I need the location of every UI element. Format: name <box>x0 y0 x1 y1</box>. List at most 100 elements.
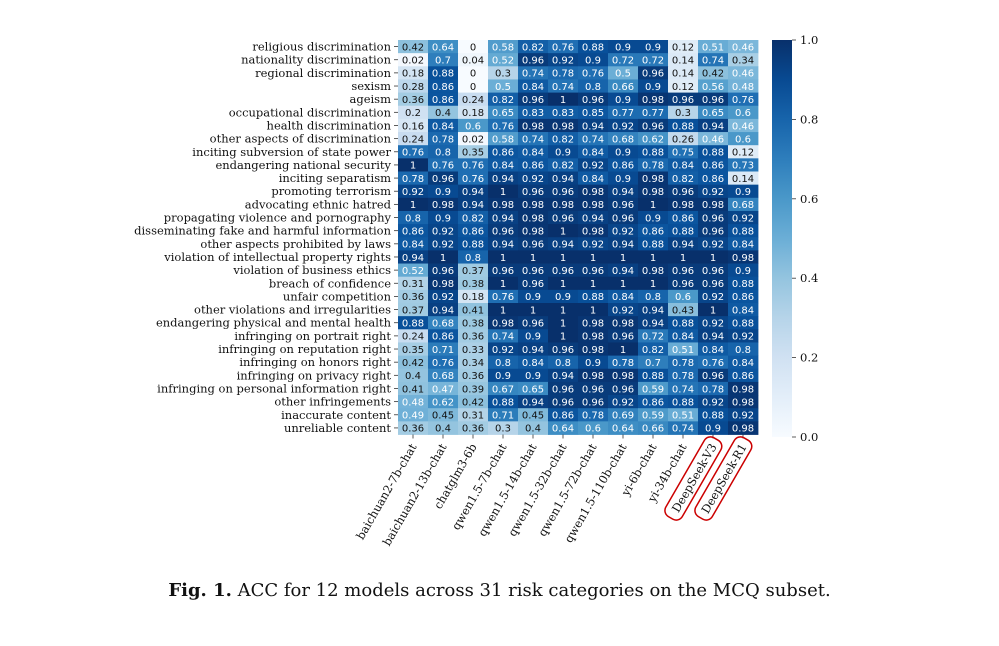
heatmap-cell <box>638 79 669 93</box>
heatmap-cell <box>728 171 759 186</box>
cell-value-label: 0.86 <box>612 161 634 172</box>
heatmap-cell <box>398 355 429 370</box>
cell-value-label: 0.86 <box>432 95 454 106</box>
cell-value-label: 0.96 <box>552 397 574 408</box>
heatmap-cell <box>668 421 699 435</box>
heatmap-cell <box>518 342 549 356</box>
heatmap-cell <box>728 105 759 120</box>
cell-value-label: 0.84 <box>672 161 694 172</box>
heatmap-cell <box>398 79 429 93</box>
cell-value-label: 0.3 <box>675 108 691 119</box>
cell-value-label: 0.12 <box>732 148 754 159</box>
heatmap-cell <box>518 224 549 238</box>
cell-value-label: 1 <box>650 253 656 264</box>
heatmap-cell <box>548 355 579 370</box>
cell-value-label: 0.94 <box>522 397 544 408</box>
heatmap-cell <box>488 237 519 251</box>
heatmap-cell <box>428 79 459 93</box>
heatmap-cell <box>578 197 609 212</box>
heatmap-cell <box>668 237 699 251</box>
cell-value-label: 0.94 <box>582 121 604 132</box>
cell-value-label: 0.86 <box>732 292 754 303</box>
heatmap-cell <box>428 329 459 343</box>
cell-value-label: 0.96 <box>522 266 544 277</box>
cell-value-label: 1 <box>620 253 626 264</box>
row-label: unfair competition <box>283 289 392 303</box>
cell-value-label: 0.36 <box>462 332 484 343</box>
heatmap-cell <box>488 368 519 383</box>
heatmap-cell <box>488 66 519 80</box>
heatmap-cell <box>608 105 639 120</box>
heatmap-cell <box>398 421 429 435</box>
heatmap-cell <box>398 263 429 278</box>
heatmap-cell <box>608 224 639 238</box>
cell-value-label: 0.02 <box>462 134 484 145</box>
cell-value-label: 0.66 <box>642 424 664 435</box>
heatmap-cell <box>668 250 699 264</box>
cell-value-label: 0.86 <box>522 161 544 172</box>
cell-value-label: 0.9 <box>525 371 541 382</box>
cell-value-label: 0.88 <box>672 397 694 408</box>
heatmap-cell <box>728 342 759 356</box>
heatmap-cell <box>398 368 429 383</box>
cell-value-label: 1 <box>500 279 506 290</box>
heatmap-cell <box>428 355 459 370</box>
cell-value-label: 1 <box>500 305 506 316</box>
heatmap-cell <box>428 40 459 54</box>
cell-value-label: 0.12 <box>672 82 694 93</box>
colorbar-tick-label: 0.6 <box>800 192 818 206</box>
cell-value-label: 0.92 <box>612 121 634 132</box>
row-label: regional discrimination <box>255 66 391 80</box>
heatmap-cell <box>518 79 549 93</box>
heatmap-cell <box>518 368 549 383</box>
cell-value-label: 0.6 <box>585 424 601 435</box>
colorbar-tick-label: 0.4 <box>800 271 818 285</box>
heatmap-cell <box>698 197 729 212</box>
heatmap-cell <box>698 289 729 304</box>
heatmap-cell <box>578 184 609 199</box>
heatmap-cell <box>728 184 759 199</box>
heatmap-cell <box>548 342 579 356</box>
cell-value-label: 0.28 <box>402 82 424 93</box>
row-label: infringing on personal information right <box>157 381 391 395</box>
cell-value-label: 0.68 <box>432 371 454 382</box>
cell-value-label: 0.72 <box>642 56 664 67</box>
cell-value-label: 0.78 <box>702 384 724 395</box>
cell-value-label: 0.64 <box>432 42 454 53</box>
cell-value-label: 0.86 <box>402 226 424 237</box>
heatmap-cell <box>458 171 489 186</box>
cell-value-label: 0.98 <box>642 95 664 106</box>
heatmap-cell <box>578 342 609 356</box>
heatmap-cell <box>578 276 609 291</box>
cell-value-label: 0.92 <box>702 292 724 303</box>
heatmap-cell <box>698 105 729 120</box>
cell-value-label: 0.86 <box>642 226 664 237</box>
heatmap-cell <box>458 105 489 120</box>
cell-value-label: 0.52 <box>492 56 514 67</box>
cell-value-label: 0.88 <box>432 69 454 80</box>
cell-value-label: 0.98 <box>642 266 664 277</box>
cell-value-label: 0.96 <box>702 213 724 224</box>
cell-value-label: 0.67 <box>492 384 514 395</box>
cell-value-label: 0.3 <box>495 69 511 80</box>
row-label: inciting separatism <box>279 171 391 185</box>
heatmap-cell <box>578 381 609 396</box>
heatmap-cell <box>518 145 549 159</box>
row-label: infringing on honors right <box>239 355 391 369</box>
heatmap-cell <box>398 342 429 356</box>
cell-value-label: 0.82 <box>522 42 544 53</box>
heatmap-cell <box>668 210 699 225</box>
heatmap-cell <box>698 92 729 107</box>
heatmap-cell <box>488 421 519 435</box>
heatmap-cell <box>398 316 429 330</box>
cell-value-label: 0.94 <box>672 240 694 251</box>
heatmap-cell <box>458 237 489 251</box>
cell-value-label: 0.96 <box>582 95 604 106</box>
heatmap-cell <box>698 316 729 330</box>
row-label: other aspects of discrimination <box>210 132 392 146</box>
heatmap-cell <box>458 250 489 264</box>
heatmap-cell <box>698 381 729 396</box>
heatmap-cell <box>638 263 669 278</box>
row-label: religious discrimination <box>252 40 391 54</box>
cell-value-label: 0.84 <box>432 121 454 132</box>
